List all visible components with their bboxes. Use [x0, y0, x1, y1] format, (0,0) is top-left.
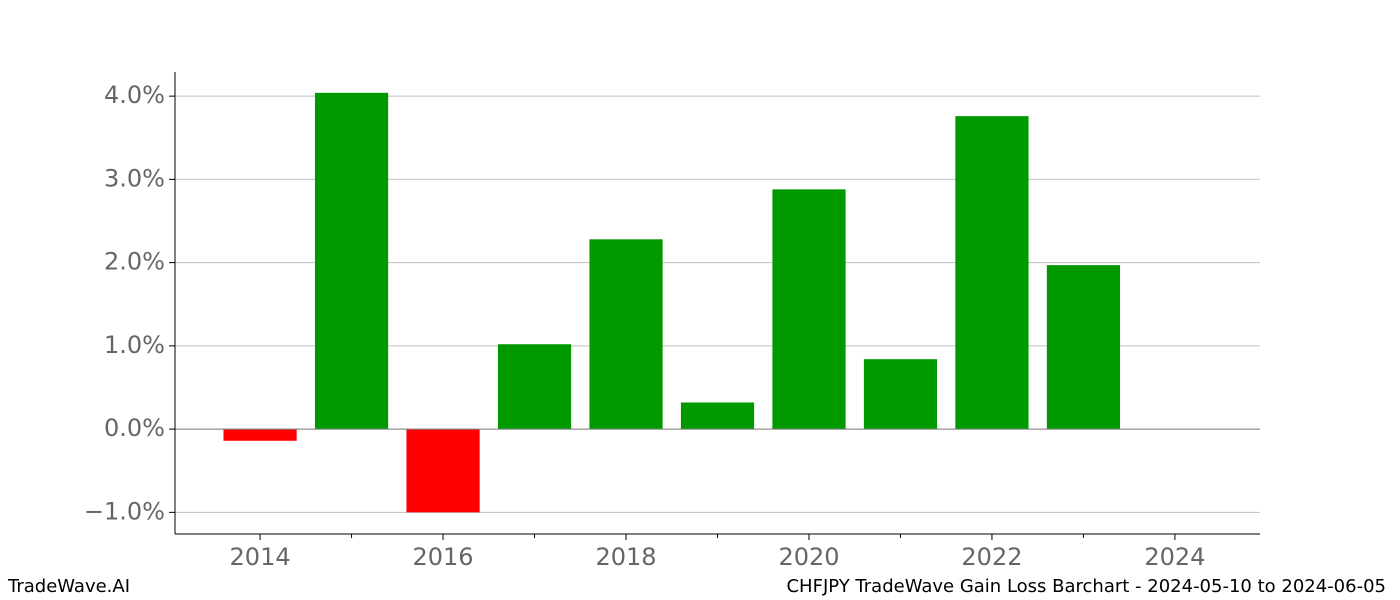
footer-left: TradeWave.AI: [7, 576, 130, 597]
bar: [589, 239, 663, 430]
x-tick-label: 2016: [413, 543, 474, 571]
bar: [223, 429, 297, 441]
x-tick-label: 2020: [778, 543, 839, 571]
bar: [955, 116, 1029, 430]
bar: [680, 402, 755, 430]
y-tick-label: 2.0%: [104, 248, 165, 276]
y-tick-label: 0.0%: [104, 414, 165, 442]
x-tick-label: 2024: [1144, 543, 1205, 571]
bar: [406, 429, 480, 513]
y-tick-label: 4.0%: [104, 81, 165, 109]
y-tick-label: 1.0%: [104, 331, 165, 359]
bar: [314, 92, 389, 430]
x-tick-label: 2018: [595, 543, 656, 571]
y-tick-label: 3.0%: [104, 164, 165, 192]
footer-right: CHFJPY TradeWave Gain Loss Barchart - 20…: [786, 576, 1386, 597]
bar: [497, 344, 572, 430]
x-tick-label: 2014: [230, 543, 291, 571]
x-tick-label: 2022: [961, 543, 1022, 571]
bar: [863, 359, 938, 430]
bar: [772, 189, 846, 430]
y-tick-label: −1.0%: [84, 497, 165, 525]
bar: [1046, 265, 1121, 430]
